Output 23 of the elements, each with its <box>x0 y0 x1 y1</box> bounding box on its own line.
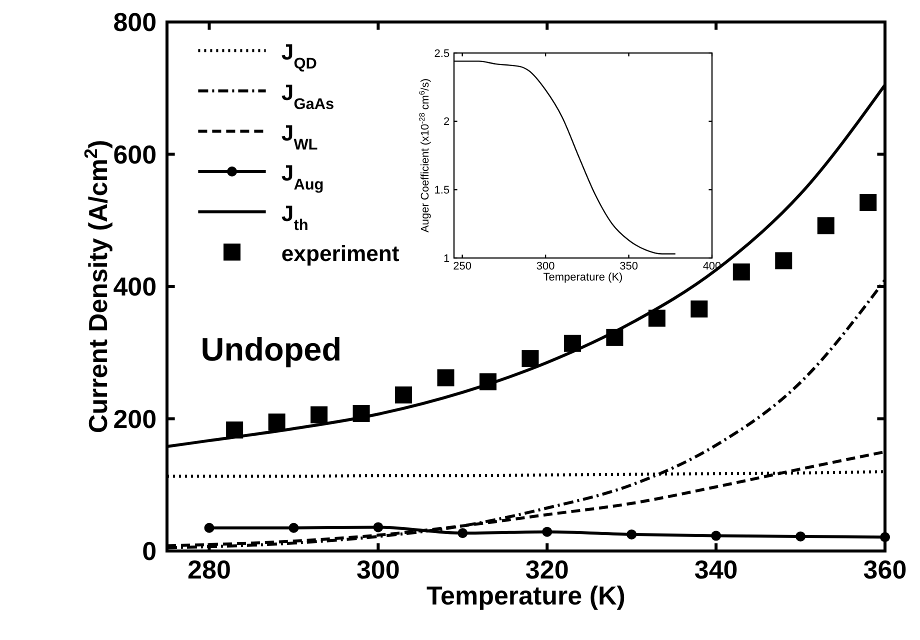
legend-label: experiment <box>281 241 400 266</box>
y-tick-label: 200 <box>113 404 157 434</box>
annotation: Undoped <box>200 332 342 368</box>
x-axis-title: Temperature (K) <box>543 272 623 284</box>
x-tick-label: 280 <box>188 554 231 584</box>
y-tick-label: 600 <box>113 139 157 170</box>
y-tick-label: 1 <box>443 252 450 265</box>
x-tick-label: 340 <box>694 554 738 584</box>
x-tick-label: 300 <box>536 260 555 273</box>
legend-label: J$_{WL}$ <box>281 120 318 153</box>
x-tick-label: 300 <box>356 554 400 584</box>
legend-label: J$_{QD}$ <box>281 40 317 72</box>
x-tick-label: 350 <box>620 260 638 273</box>
x-tick-label: 360 <box>863 554 907 584</box>
legend-label: J$_{th}$ <box>281 200 308 234</box>
y-tick-label: 2 <box>443 116 450 128</box>
y-tick-label: 800 <box>113 7 157 38</box>
y-tick-label: 2.5 <box>434 48 450 60</box>
y-tick-label: 1.5 <box>434 184 450 197</box>
x-tick-label: 250 <box>453 260 472 273</box>
y-tick-label: 0 <box>142 536 157 566</box>
legend-label: J$_{Aug}$ <box>281 160 324 194</box>
legend-label: J$_{GaAs}$ <box>281 80 334 112</box>
